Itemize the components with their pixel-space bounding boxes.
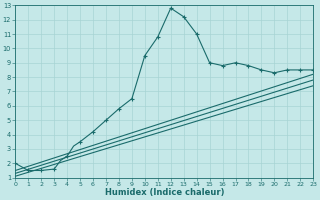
X-axis label: Humidex (Indice chaleur): Humidex (Indice chaleur) — [105, 188, 224, 197]
